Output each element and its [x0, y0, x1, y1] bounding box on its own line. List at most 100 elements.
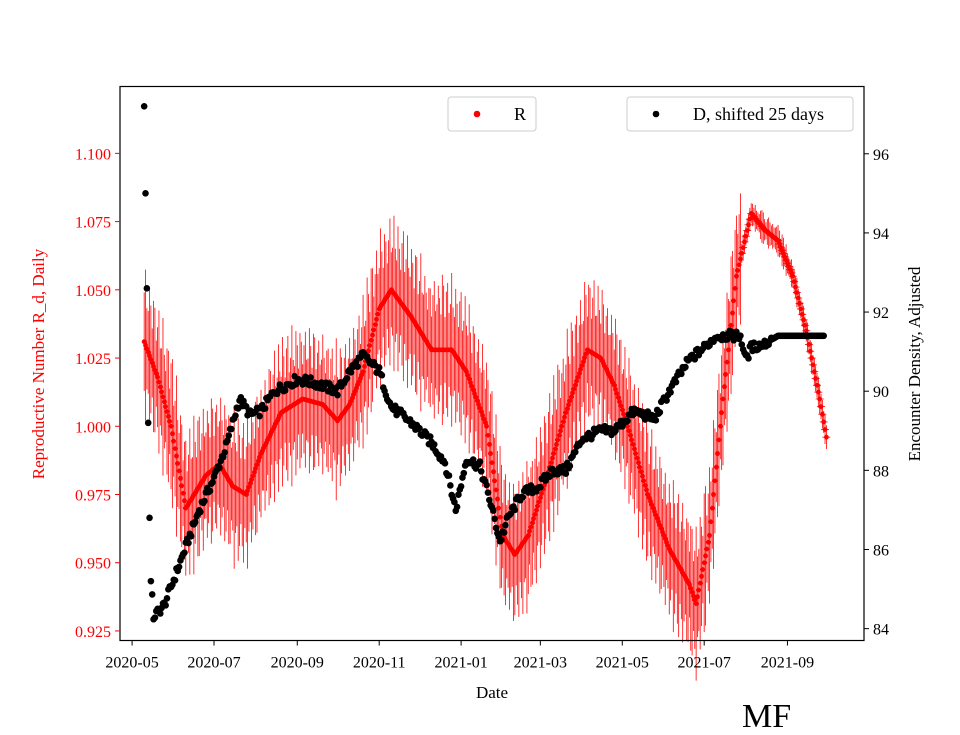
- x-tick-label: 2020-11: [353, 655, 406, 672]
- d-point: [221, 449, 229, 456]
- d-point: [500, 529, 508, 536]
- d-point: [354, 363, 362, 370]
- d-point: [453, 503, 461, 511]
- d-point: [486, 496, 493, 504]
- d-point: [426, 433, 434, 440]
- d-point: [612, 427, 619, 435]
- y-left-tick-label: 0.950: [75, 556, 111, 573]
- d-point: [723, 336, 731, 343]
- legend-d-marker: [652, 110, 660, 118]
- d-point: [447, 482, 454, 489]
- d-point: [750, 339, 758, 346]
- y-right-axis-label: Encounter Density, Adjusted: [905, 266, 924, 461]
- x-tick-label: 2021-09: [761, 655, 814, 672]
- d-point: [672, 378, 680, 386]
- d-point: [457, 483, 465, 490]
- d-point: [144, 419, 152, 427]
- d-point: [492, 524, 500, 532]
- d-point: [375, 364, 383, 371]
- d-point: [629, 411, 637, 419]
- d-point: [224, 437, 231, 444]
- y-left-tick-label: 1.000: [75, 419, 111, 436]
- y-right-tick-label: 96: [873, 147, 889, 164]
- d-point: [163, 595, 171, 602]
- legend-r-label: R: [514, 104, 526, 124]
- d-point: [451, 498, 458, 506]
- y-right-tick-label: 86: [873, 542, 889, 559]
- d-point: [327, 383, 335, 390]
- y-left-tick-label: 1.100: [75, 146, 111, 163]
- x-tick-label: 2021-05: [596, 655, 649, 672]
- y-right-tick-label: 84: [873, 622, 889, 639]
- x-tick-label: 2021-03: [514, 655, 567, 672]
- y-right-tick-label: 94: [873, 226, 889, 243]
- y-right-tick-label: 88: [873, 463, 889, 480]
- d-point: [490, 507, 497, 514]
- d-point: [225, 432, 233, 439]
- x-tick-label: 2021-07: [678, 655, 731, 672]
- d-point: [624, 417, 631, 425]
- d-point: [281, 387, 289, 394]
- d-point: [477, 468, 485, 475]
- d-point: [171, 576, 179, 584]
- d-point: [430, 441, 438, 448]
- y-left-axis-label: Reproductive Number R_d, Daily: [29, 248, 48, 479]
- x-axis: 2020-05 2020-07 2020-09 2020-11 2021-01 2021-…: [105, 640, 814, 672]
- d-point: [441, 459, 449, 467]
- d-point: [562, 470, 570, 477]
- legend-r-marker: [473, 110, 481, 118]
- d-point: [197, 508, 204, 516]
- d-point: [484, 489, 492, 496]
- y-left-tick-label: 1.075: [75, 215, 111, 232]
- d-point: [745, 355, 752, 362]
- d-point: [691, 356, 699, 363]
- legend-d-box: [626, 96, 854, 132]
- d-point: [185, 539, 192, 547]
- y-axis-right: 84 86 88 90 92 94 96: [864, 147, 889, 639]
- d-point: [476, 458, 484, 465]
- d-point: [143, 285, 151, 292]
- d-point: [491, 515, 498, 523]
- d-point: [571, 448, 579, 456]
- x-tick-label: 2020-09: [271, 655, 324, 672]
- y-right-tick-label: 90: [873, 384, 889, 401]
- d-point: [206, 487, 214, 495]
- d-point: [228, 425, 235, 433]
- d-point: [460, 469, 468, 477]
- d-point: [162, 602, 169, 609]
- d-point: [156, 610, 164, 617]
- d-point: [256, 412, 263, 420]
- d-point: [142, 190, 149, 197]
- d-point: [652, 417, 660, 424]
- r-point: [823, 434, 829, 440]
- d-point: [148, 591, 156, 598]
- d-point: [147, 577, 155, 585]
- y-axis-left: 0.925 0.950 0.975 1.000 1.025 1.050 1.075 1.100: [75, 146, 120, 641]
- dual-axis-chart: 2020-05 2020-07 2020-09 2020-11 2021-01 2021-…: [29, 85, 924, 702]
- d-point: [181, 549, 188, 556]
- d-point: [455, 491, 462, 499]
- d-point: [416, 424, 423, 432]
- d-point: [682, 363, 689, 371]
- d-point: [232, 412, 239, 419]
- d-point: [519, 493, 527, 501]
- d-point: [445, 472, 453, 479]
- d-point: [307, 374, 315, 381]
- d-point: [820, 332, 828, 340]
- x-tick-label: 2020-05: [105, 655, 158, 672]
- d-point: [656, 408, 664, 416]
- d-point: [216, 464, 223, 472]
- d-point: [242, 403, 250, 410]
- y-left-tick-label: 0.925: [75, 624, 111, 641]
- x-tick-label: 2020-07: [187, 655, 240, 672]
- series-r-points: [141, 193, 831, 681]
- d-point: [737, 332, 744, 340]
- legend-d: D, shifted 25 days: [626, 96, 854, 132]
- d-point: [667, 389, 674, 396]
- d-point: [678, 370, 685, 378]
- y-left-tick-label: 1.025: [75, 351, 111, 368]
- d-point: [334, 391, 341, 399]
- d-point: [502, 521, 509, 529]
- y-left-tick-label: 1.050: [75, 283, 111, 300]
- legend-r-box: [447, 96, 537, 132]
